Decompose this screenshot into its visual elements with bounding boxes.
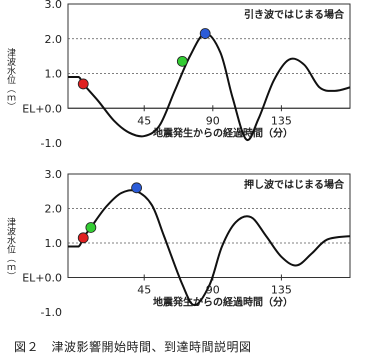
chart2-y-tick-label: EL+0.0: [22, 272, 62, 285]
chart1-y-tick-label: -1.0: [41, 137, 62, 150]
chart1-blue-marker: [199, 28, 211, 39]
chart1-x-tick-label: 90: [206, 114, 220, 127]
chart1-x-tick-label: 135: [271, 114, 292, 127]
chart2-y-tick-label: -1.0: [41, 306, 62, 319]
chart1-x-tick-label: 45: [137, 114, 151, 127]
chart1-red-marker: [77, 78, 89, 90]
chart2-green-marker: [85, 222, 97, 233]
chart2-title: 押し波ではじまる場合: [244, 178, 345, 191]
chart1-y-tick-label: 3.0: [45, 0, 63, 11]
chart2-y-tick-label: 1.0: [45, 237, 63, 250]
chart1-y-tick-label: 2.0: [45, 33, 63, 46]
chart1-water-level-line: [68, 32, 351, 142]
chart2-x-tick-label: 135: [271, 284, 292, 297]
chart2-water-level-line: [68, 189, 351, 307]
chart1-y-tick-label: 1.0: [45, 68, 63, 81]
chart1-x-axis-label: 地震発生からの経過時間（分）: [153, 126, 293, 139]
figure-caption: 図２ 津波影響開始時間、到達時間説明図: [14, 340, 252, 354]
chart1-y-axis-label: 津波水位（ｍ）: [5, 48, 16, 111]
chart1-title: 引き波ではじまる場合: [244, 8, 345, 21]
chart1-y-tick-label: EL+0.0: [22, 102, 62, 115]
chart2-x-axis-label: 地震発生からの経過時間（分）: [153, 296, 293, 309]
chart2-red-marker: [77, 232, 89, 244]
chart2-y-tick-label: 2.0: [45, 203, 63, 216]
chart2-y-axis-label: 津波水位（ｍ）: [5, 218, 16, 281]
chart1-green-marker: [176, 55, 188, 67]
chart2-y-tick-label: 3.0: [45, 168, 63, 181]
chart2-x-tick-label: 45: [137, 284, 151, 297]
chart2-blue-marker: [131, 182, 142, 194]
